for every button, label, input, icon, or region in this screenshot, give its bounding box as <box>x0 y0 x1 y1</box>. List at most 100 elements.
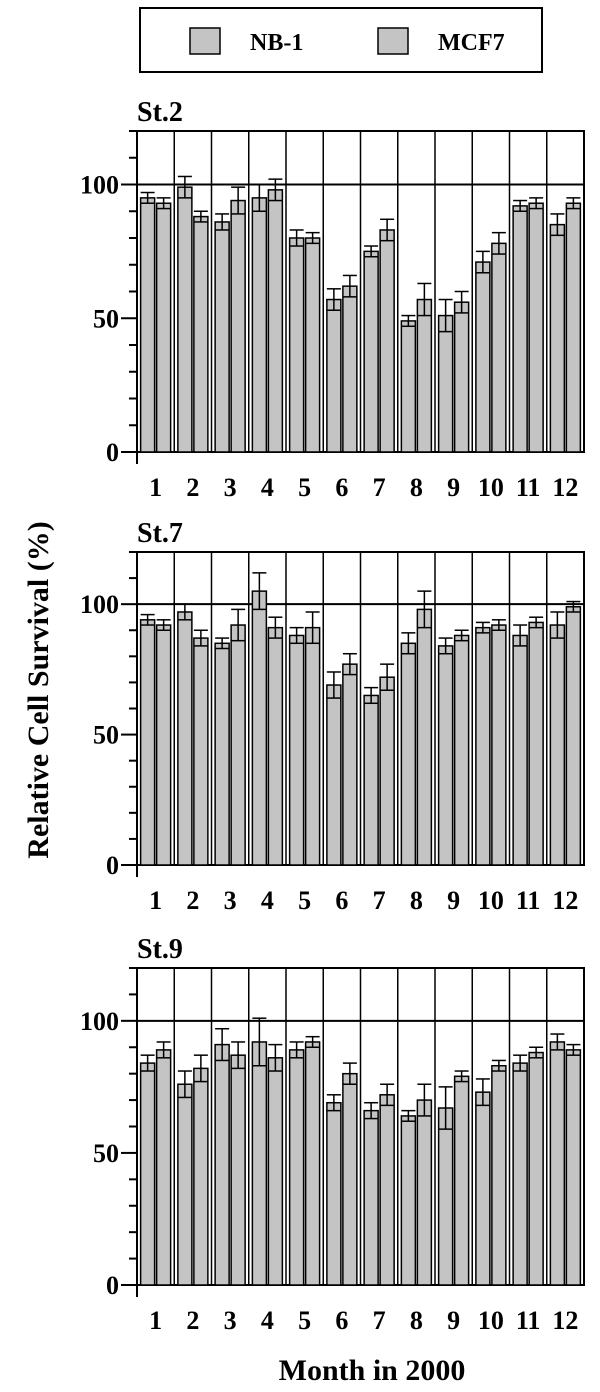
bar-mcf7 <box>230 199 246 453</box>
bar-mcf7 <box>267 626 284 866</box>
bar-mcf7 <box>342 663 358 866</box>
legend-swatch-mcf7 <box>377 27 409 55</box>
bar-nb1 <box>214 221 230 453</box>
bar-nb1 <box>288 237 305 453</box>
bar-nb1 <box>177 611 193 866</box>
bar-mcf7 <box>193 1067 209 1286</box>
x-axis-label: Month in 2000 <box>279 1354 466 1387</box>
x-tick-label: 10 <box>478 1306 504 1335</box>
legend-swatch-nb1 <box>189 27 221 55</box>
bar-nb1 <box>475 1091 491 1286</box>
bar-nb1 <box>139 197 156 453</box>
x-tick-label: 3 <box>224 1306 237 1335</box>
x-tick-label: 8 <box>410 1306 423 1335</box>
x-tick-label: 9 <box>447 473 460 502</box>
bar-nb1 <box>363 1109 379 1286</box>
bar-nb1 <box>214 642 230 866</box>
bar-nb1 <box>326 1101 342 1286</box>
x-tick-label: 4 <box>261 1306 274 1335</box>
chart-title: St.7 <box>137 518 183 549</box>
bar-mcf7 <box>416 1099 433 1286</box>
bar-nb1 <box>363 694 379 866</box>
bar-nb1 <box>475 261 491 453</box>
bar-nb1 <box>251 1041 268 1286</box>
bar-mcf7 <box>304 1041 321 1286</box>
x-tick-label: 6 <box>335 886 348 915</box>
bar-mcf7 <box>453 301 470 453</box>
bar-mcf7 <box>416 608 433 866</box>
bar-mcf7 <box>565 202 582 453</box>
bar-mcf7 <box>528 621 544 866</box>
bar-nb1 <box>251 590 268 866</box>
x-tick-label: 3 <box>224 473 237 502</box>
legend-label-mcf7: MCF7 <box>438 30 505 56</box>
bar-nb1 <box>549 1041 566 1286</box>
bar-mcf7 <box>453 634 470 866</box>
y-axis-label: Relative Cell Survival (%) <box>22 521 55 858</box>
bar-mcf7 <box>565 606 582 866</box>
y-tick-label: 100 <box>80 1007 119 1036</box>
y-tick-label: 50 <box>93 1139 119 1168</box>
bar-nb1 <box>288 634 305 866</box>
bar-mcf7 <box>453 1075 470 1286</box>
bar-nb1 <box>326 684 342 866</box>
bar-nb1 <box>437 645 454 866</box>
x-tick-label: 4 <box>261 886 274 915</box>
bar-nb1 <box>214 1043 230 1286</box>
x-tick-label: 4 <box>261 473 274 502</box>
bar-mcf7 <box>491 242 507 453</box>
bar-nb1 <box>549 223 566 453</box>
x-tick-label: 11 <box>516 1306 541 1335</box>
x-tick-label: 10 <box>478 473 504 502</box>
x-tick-label: 5 <box>298 886 311 915</box>
x-tick-label: 6 <box>335 473 348 502</box>
legend-label-nb1: NB-1 <box>250 30 303 56</box>
x-tick-label: 2 <box>186 1306 199 1335</box>
x-tick-label: 7 <box>373 473 386 502</box>
x-tick-label: 12 <box>552 1306 578 1335</box>
bar-mcf7 <box>528 1051 544 1286</box>
x-tick-label: 8 <box>410 886 423 915</box>
bar-mcf7 <box>304 237 321 453</box>
bar-nb1 <box>437 314 454 453</box>
bar-nb1 <box>512 205 528 453</box>
bar-mcf7 <box>342 1072 358 1286</box>
bar-nb1 <box>177 186 193 453</box>
chart-title: St.9 <box>137 934 183 965</box>
x-tick-label: 1 <box>149 1306 162 1335</box>
bar-mcf7 <box>491 624 507 866</box>
x-tick-label: 2 <box>186 886 199 915</box>
x-tick-label: 1 <box>149 473 162 502</box>
y-tick-label: 50 <box>93 721 119 750</box>
y-tick-label: 0 <box>106 851 119 880</box>
x-tick-label: 3 <box>224 886 237 915</box>
chart-title: St.2 <box>137 97 183 128</box>
bar-mcf7 <box>342 285 358 453</box>
bar-nb1 <box>512 1062 528 1286</box>
x-tick-label: 10 <box>478 886 504 915</box>
bar-nb1 <box>363 250 379 453</box>
bar-mcf7 <box>304 626 321 866</box>
bar-nb1 <box>400 1115 417 1286</box>
bar-mcf7 <box>379 229 395 453</box>
bar-nb1 <box>475 626 491 866</box>
x-tick-label: 5 <box>298 1306 311 1335</box>
bar-mcf7 <box>267 189 284 453</box>
y-tick-label: 100 <box>80 590 119 619</box>
x-tick-label: 6 <box>335 1306 348 1335</box>
x-tick-label: 1 <box>149 886 162 915</box>
y-tick-label: 100 <box>80 171 119 200</box>
bar-mcf7 <box>193 215 209 453</box>
bar-mcf7 <box>155 202 172 453</box>
bar-mcf7 <box>230 624 246 866</box>
legend: NB-1 MCF7 <box>139 7 543 73</box>
bar-nb1 <box>251 197 268 453</box>
x-tick-label: 12 <box>552 886 578 915</box>
x-tick-label: 11 <box>516 473 541 502</box>
bar-mcf7 <box>565 1049 582 1286</box>
bar-nb1 <box>139 1062 156 1286</box>
bar-nb1 <box>549 624 566 866</box>
bar-nb1 <box>139 619 156 866</box>
